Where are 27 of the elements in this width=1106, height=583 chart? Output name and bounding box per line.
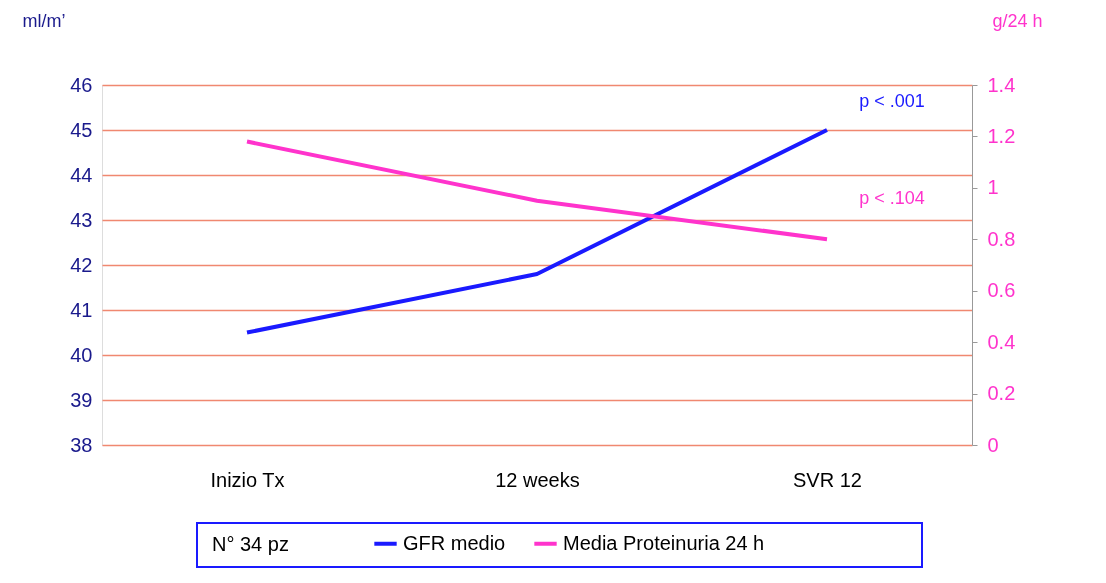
y2-tick-label: 0.2 [987, 382, 1016, 405]
y2-axis-title: g/24 h [992, 10, 1043, 31]
x-tick-label: SVR 12 [793, 468, 862, 491]
y-tick-label: 43 [70, 208, 93, 231]
y-tick-label: 44 [70, 163, 93, 186]
y2-tick-label: 0.8 [987, 227, 1016, 250]
y2-tick-label: 1.2 [987, 124, 1016, 147]
y2-tick-label: 1.4 [987, 73, 1016, 96]
y2-tick-label: 0 [987, 433, 999, 456]
annotation: p < .001 [859, 91, 925, 111]
legend-label: Media Proteinuria 24 h [563, 531, 765, 554]
y-tick-label: 38 [70, 433, 93, 456]
y-tick-label: 45 [70, 118, 93, 141]
y-axis-title: ml/m’ [22, 10, 66, 31]
y2-tick-label: 0.4 [987, 330, 1016, 353]
y-tick-label: 39 [70, 388, 93, 411]
annotation: p < .104 [859, 188, 925, 209]
y2-tick-label: 0.6 [987, 279, 1016, 302]
x-tick-label: 12 weeks [495, 468, 580, 491]
y-tick-label: 41 [70, 298, 93, 321]
y-tick-label: 40 [70, 343, 93, 366]
y-tick-label: 42 [70, 253, 93, 276]
x-tick-label: Inizio Tx [210, 468, 285, 491]
y2-tick-label: 1 [987, 176, 999, 199]
legend-label: GFR medio [403, 531, 506, 554]
text: N° 34 pz [212, 533, 289, 555]
y-tick-label: 46 [70, 73, 93, 96]
